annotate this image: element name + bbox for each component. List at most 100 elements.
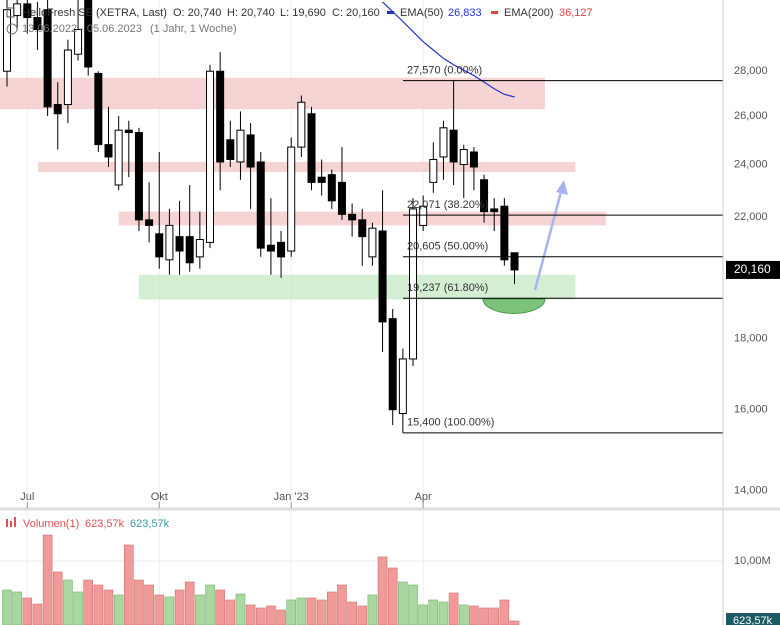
volume-value: 623,57k bbox=[85, 518, 125, 530]
candle-body bbox=[195, 239, 204, 258]
candle-body bbox=[226, 139, 235, 160]
y-tick-label: 28,000 bbox=[734, 65, 768, 77]
volume-bar bbox=[438, 601, 449, 625]
candle-body bbox=[409, 208, 418, 360]
volume-bar bbox=[347, 601, 357, 625]
x-tick-label: Jul bbox=[20, 491, 34, 503]
x-tick-label: Apr bbox=[415, 491, 432, 503]
volume-bar bbox=[458, 604, 469, 625]
volume-bar bbox=[164, 596, 175, 625]
candle-body bbox=[398, 358, 407, 414]
volume-bar bbox=[225, 599, 236, 625]
last-price-label: 20,160 bbox=[734, 262, 771, 276]
candle-body bbox=[33, 17, 42, 31]
y-tick-label: 18,000 bbox=[734, 332, 768, 344]
volume-bar bbox=[2, 589, 12, 625]
volume-bar bbox=[32, 603, 43, 625]
candle-body bbox=[297, 101, 306, 148]
volume-bar bbox=[205, 584, 215, 625]
arrow bbox=[533, 187, 564, 291]
volume-bar bbox=[266, 605, 276, 625]
candle-body bbox=[419, 205, 428, 226]
volume-bar bbox=[357, 605, 368, 625]
candle-body bbox=[378, 230, 387, 323]
candle-body bbox=[216, 70, 225, 163]
volume-bar bbox=[286, 599, 297, 625]
y-tick-label: 16,000 bbox=[734, 404, 768, 416]
volume-bar bbox=[63, 579, 73, 625]
volume-bar bbox=[42, 534, 53, 625]
candle-body bbox=[459, 149, 468, 165]
volume-bar bbox=[509, 620, 520, 625]
zone bbox=[0, 77, 545, 110]
volume-bar bbox=[12, 591, 22, 625]
candle-body bbox=[236, 129, 245, 163]
volume-bar bbox=[73, 591, 83, 625]
candle-body bbox=[317, 176, 326, 183]
candle-body bbox=[124, 129, 133, 134]
target-arc bbox=[482, 298, 546, 314]
volume-bar bbox=[316, 599, 327, 625]
fib-label: 15,400 (100.00%) bbox=[407, 417, 494, 429]
candle-body bbox=[114, 129, 123, 186]
ohlc: H: 20,740 bbox=[227, 7, 275, 19]
volume-bar bbox=[337, 584, 347, 625]
volume-bar bbox=[52, 571, 63, 625]
volume-bar bbox=[418, 604, 428, 625]
candle-body bbox=[368, 227, 377, 258]
candle-body bbox=[480, 179, 489, 213]
ema-line bbox=[382, 1, 515, 98]
candle-body bbox=[155, 233, 164, 258]
volume-bar bbox=[489, 607, 500, 625]
arrow-head bbox=[556, 180, 568, 195]
last-volume-box bbox=[726, 613, 780, 625]
x-tick-label: Jan '23 bbox=[274, 491, 309, 503]
period: (1 Jahr, 1 Woche) bbox=[150, 23, 237, 35]
candle-body bbox=[104, 144, 113, 158]
fib-label: 27,570 (0.00%) bbox=[407, 65, 482, 77]
y-tick-label: 26,000 bbox=[734, 110, 768, 122]
candle-body bbox=[145, 219, 154, 226]
volume-bar bbox=[408, 584, 418, 625]
volume-bar bbox=[255, 607, 266, 625]
candle-body bbox=[469, 151, 478, 168]
candle-body bbox=[337, 181, 346, 215]
candle-body bbox=[388, 318, 397, 411]
zone bbox=[37, 161, 576, 173]
ohlc: C: 20,160 bbox=[332, 7, 380, 19]
candle-body bbox=[43, 9, 52, 108]
icon bbox=[10, 521, 12, 527]
candle-body bbox=[53, 104, 62, 115]
ohlc: L: 19,690 bbox=[280, 7, 326, 19]
last-price-box bbox=[726, 260, 780, 279]
clock-icon bbox=[6, 23, 18, 35]
volume-bar bbox=[144, 584, 154, 625]
icon bbox=[6, 519, 8, 527]
volume-value: 623,57k bbox=[130, 518, 170, 530]
candle-body bbox=[490, 208, 499, 213]
date-range: 13.06.2022 - 05.06.2023 bbox=[22, 23, 142, 35]
volume-bar bbox=[499, 599, 510, 625]
legend-value: 26,833 bbox=[448, 7, 482, 19]
zone bbox=[138, 274, 576, 300]
volume-bar bbox=[195, 594, 205, 625]
candle-body bbox=[84, 0, 93, 68]
volume-bar bbox=[448, 592, 459, 625]
candle-body bbox=[307, 113, 316, 183]
fib-label: 22,071 (38.20%) bbox=[407, 199, 488, 211]
candle-body bbox=[449, 129, 458, 163]
fib-label: 19,237 (61.80%) bbox=[407, 282, 488, 294]
candle-body bbox=[185, 236, 194, 264]
candle-body bbox=[74, 29, 83, 55]
volume-bar bbox=[327, 591, 337, 625]
candle-body bbox=[348, 213, 357, 221]
title: HelloFresh SE (XETRA, Last) bbox=[22, 7, 167, 19]
candle-body bbox=[246, 134, 255, 168]
legend-swatch bbox=[491, 11, 498, 14]
last-volume-label: 623,57k bbox=[733, 615, 773, 625]
x-tick-label: Okt bbox=[151, 491, 168, 503]
ohlc: O: 20,740 bbox=[173, 7, 221, 19]
volume-label: Volumen(1) bbox=[23, 518, 79, 530]
candle-body bbox=[94, 72, 103, 146]
volume-bar bbox=[215, 589, 225, 625]
